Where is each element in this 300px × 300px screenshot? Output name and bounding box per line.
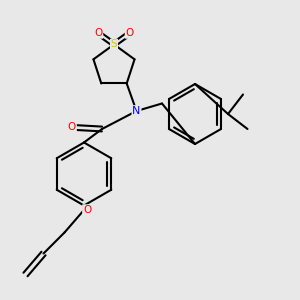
Text: S: S bbox=[111, 39, 117, 50]
Text: O: O bbox=[94, 28, 103, 38]
Text: O: O bbox=[83, 205, 91, 215]
Text: N: N bbox=[132, 106, 141, 116]
Text: O: O bbox=[68, 122, 76, 133]
Text: O: O bbox=[125, 28, 134, 38]
